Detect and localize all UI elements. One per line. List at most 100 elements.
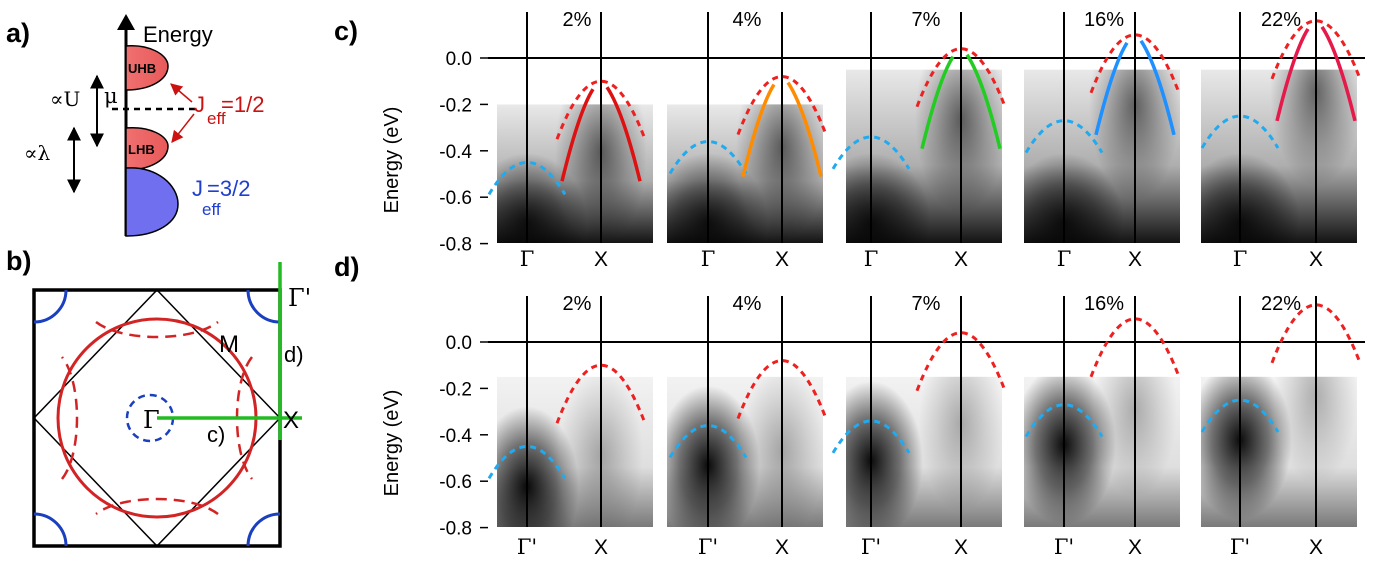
arpes-intensity-map — [1201, 69, 1357, 243]
spectrum-panel-c-5: 22% Γ X — [1200, 9, 1362, 271]
spectrum-panel-d-5: 22% Γ' X — [1200, 293, 1362, 559]
x-band-dispersion — [1270, 19, 1362, 80]
spectrum-panel-d-4: 16% Γ' X — [1024, 293, 1181, 559]
k-label-gamma: Γ — [1057, 247, 1072, 271]
spectrum-panel-c-3: 7% Γ X — [831, 9, 1007, 271]
gamma-band-dispersion — [668, 140, 748, 175]
energy-tick-label: -0.4 — [439, 426, 472, 447]
k-label-x: X — [1128, 536, 1142, 559]
gamma-band-intensity — [1201, 153, 1300, 243]
jeff32-value: =3/2 — [207, 176, 250, 201]
spectrum-panel-c-1: 2% Γ X — [487, 9, 653, 271]
gamma-band-dispersion — [831, 419, 911, 454]
mdc-fit-right — [965, 53, 1002, 150]
energy-tick-label: 0.0 — [446, 333, 472, 354]
arpes-intensity-map — [667, 376, 823, 527]
jeff12-value: =1/2 — [221, 92, 264, 117]
gamma-band-intensity — [1201, 376, 1292, 520]
jeff12-arrow-upper — [170, 83, 193, 103]
energy-tick-label: 0.0 — [446, 49, 472, 70]
m-point-label: M — [219, 331, 239, 358]
k-label-gamma: Γ' — [698, 535, 718, 559]
doping-label: 2% — [563, 293, 592, 315]
arpes-intensity-map — [1024, 376, 1180, 527]
k-label-x: X — [594, 536, 608, 559]
energy-axis-title: Energy (eV) — [381, 390, 403, 497]
doping-label: 22% — [1261, 293, 1301, 315]
k-label-x: X — [775, 248, 789, 271]
x-band-intensity — [915, 69, 1002, 214]
jeff32-sub: eff — [202, 200, 221, 219]
panel-a-label: a) — [6, 18, 30, 48]
x-band-dispersion — [736, 359, 828, 420]
mu-label: μ — [104, 84, 118, 108]
uhb-label: UHB — [128, 61, 156, 76]
doping-label: 4% — [733, 9, 762, 31]
spectrum-panel-d-2: 4% Γ' X — [667, 293, 828, 559]
energy-tick-label: -0.6 — [439, 472, 472, 493]
mdc-fit-right — [786, 81, 823, 177]
x-band-dispersion — [1270, 303, 1362, 364]
gamma-band-dispersion — [1024, 403, 1104, 438]
arpes-intensity-map — [497, 376, 653, 527]
jeff32-j: J — [192, 176, 203, 201]
energy-axis-d: 0.0 -0.2 -0.4 -0.6 -0.8 Energy (eV) — [381, 333, 1365, 540]
energy-axis-c: 0.0 -0.2 -0.4 -0.6 -0.8 Energy (eV) — [381, 49, 1365, 256]
corner-pocket-bl — [33, 512, 68, 547]
arpes-intensity-map — [1024, 69, 1180, 243]
k-label-x: X — [1128, 248, 1142, 271]
arpes-intensity-map — [846, 376, 1002, 527]
energy-tick-label: -0.2 — [439, 95, 472, 116]
prop-u-label: ∝U — [50, 87, 80, 111]
k-label-gamma: Γ — [1233, 247, 1248, 271]
prop-lambda-label: ∝λ — [24, 141, 51, 165]
energy-tick-label: -0.6 — [439, 188, 472, 209]
mdc-fit-right — [1320, 25, 1357, 122]
mdc-fit-right — [605, 86, 642, 182]
x-band-dispersion — [1089, 317, 1181, 378]
doping-label: 16% — [1084, 293, 1124, 315]
energy-axis-title: Energy (eV) — [381, 107, 403, 214]
gamma-band-dispersion — [1024, 119, 1104, 154]
k-label-x: X — [954, 536, 968, 559]
corner-pocket-tr — [246, 289, 281, 324]
spectrum-panel-d-1: 2% Γ' X — [487, 293, 653, 559]
gamma-band-intensity — [1024, 153, 1124, 243]
mdc-fit-right — [1139, 39, 1176, 136]
uhb-band — [125, 45, 169, 91]
mdc-fit-left — [1275, 27, 1310, 122]
x-band-dispersion — [555, 363, 647, 424]
k-label-gamma: Γ — [701, 247, 716, 271]
energy-axis-label: Energy — [143, 22, 213, 47]
k-label-gamma: Γ' — [517, 535, 537, 559]
mdc-fit-left — [560, 88, 595, 182]
energy-tick-label: -0.8 — [439, 235, 472, 256]
jeff32-band — [125, 167, 179, 237]
x-band-dispersion — [915, 331, 1007, 392]
cut-c-label: c) — [207, 422, 225, 447]
gamma-band-dispersion — [487, 160, 567, 196]
gamma-band-dispersion — [668, 424, 748, 459]
x-band-dispersion — [915, 47, 1007, 108]
x-band-dispersion — [1089, 33, 1181, 94]
x-band-intensity — [1270, 69, 1357, 186]
k-label-x: X — [1309, 248, 1323, 271]
energy-tick-label: -0.2 — [439, 379, 472, 400]
k-label-x: X — [954, 248, 968, 271]
lhb-label: LHB — [128, 142, 155, 157]
x-band-dispersion — [555, 79, 647, 140]
gamma-prime-label: Γ' — [288, 284, 311, 312]
x-band-dispersion — [736, 75, 828, 136]
gamma-band-intensity — [846, 380, 923, 527]
gamma-band-intensity — [497, 406, 579, 527]
corner-pocket-tl — [33, 289, 68, 324]
panel-d-label: d) — [334, 252, 359, 282]
doping-label: 7% — [912, 9, 941, 31]
k-label-gamma: Γ' — [861, 535, 881, 559]
panel-b-label: b) — [6, 246, 31, 276]
gamma-band-intensity — [846, 153, 931, 243]
panel-c-label: c) — [334, 16, 358, 46]
spectra-row-c: 2% Γ X 4% Γ X 7% Γ X 16% Γ X 22% Γ X — [487, 9, 1362, 271]
panel-b: b) Γ' M d) X Γ c) — [6, 246, 311, 548]
